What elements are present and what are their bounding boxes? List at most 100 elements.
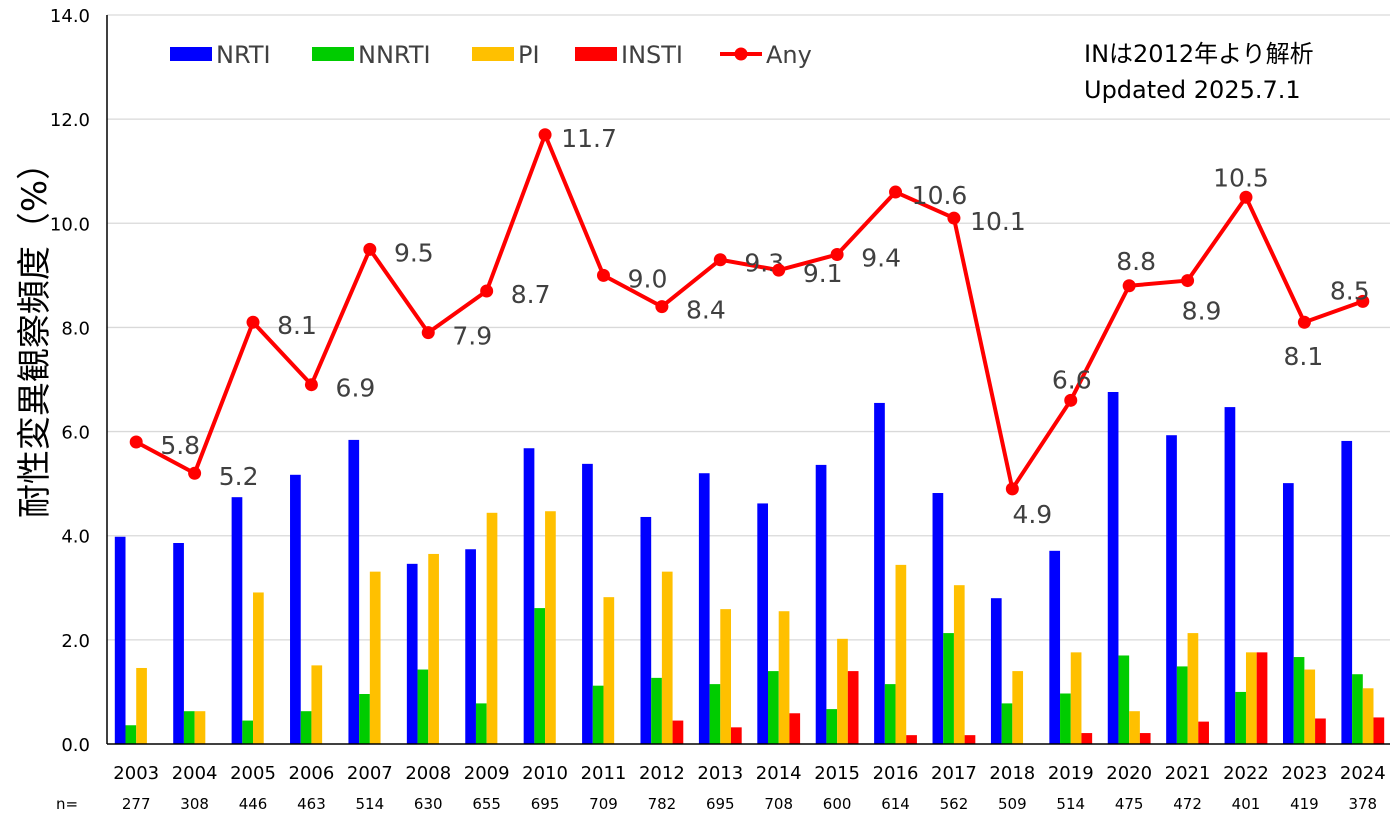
x-tick-label: 2017 (931, 763, 977, 784)
x-tick-label: 2014 (756, 763, 802, 784)
any-data-label: 9.0 (628, 264, 668, 293)
bar-pi (1304, 669, 1316, 744)
n-value: 463 (297, 795, 326, 813)
x-tick-label: 2011 (581, 763, 627, 784)
bar-nnrti (125, 725, 137, 744)
n-value: 308 (180, 795, 209, 813)
any-data-label: 8.5 (1330, 276, 1370, 305)
any-point (1297, 315, 1311, 329)
bar-nnrti (1001, 703, 1013, 744)
x-tick-label: 2022 (1223, 763, 1269, 784)
n-value: 562 (940, 795, 969, 813)
bar-nnrti (183, 711, 195, 744)
legend-label-pi: PI (518, 41, 540, 69)
bar-pi (1187, 633, 1199, 744)
bar-nrti (465, 549, 476, 744)
x-tick-label: 2004 (172, 763, 218, 784)
bar-nrti (698, 473, 710, 744)
bar-pi (837, 638, 848, 744)
bar-insti (906, 735, 917, 744)
legend-swatch-nnrti (312, 47, 354, 61)
bar-nrti (932, 493, 944, 744)
x-tick-label: 2012 (639, 763, 685, 784)
bar-pi (1129, 711, 1140, 744)
bar-pi (953, 585, 965, 744)
bar-pi (1012, 671, 1024, 744)
n-value: 695 (706, 795, 735, 813)
y-tick-label: 6.0 (61, 423, 90, 444)
n-value: 401 (1232, 795, 1261, 813)
bar-insti (1315, 718, 1326, 744)
any-point (1356, 294, 1370, 308)
legend-swatch-marker (734, 47, 748, 61)
x-tick-label: 2015 (814, 763, 860, 784)
x-tick-label: 2007 (347, 763, 393, 784)
any-point (889, 185, 903, 199)
bar-nrti (114, 536, 126, 744)
legend-label-insti: INSTI (621, 41, 683, 69)
any-point (363, 242, 377, 256)
any-point (1181, 274, 1195, 288)
n-value: 782 (648, 795, 677, 813)
bar-insti (672, 720, 684, 744)
bar-pi (486, 512, 498, 744)
bar-insti (1198, 721, 1209, 744)
bar-nnrti (1118, 655, 1130, 744)
n-value: 419 (1290, 795, 1319, 813)
bar-nnrti (1352, 674, 1363, 744)
bar-nrti (815, 464, 827, 744)
bar-pi (311, 665, 323, 744)
bar-pi (603, 597, 615, 744)
x-tick-label: 2019 (1048, 763, 1094, 784)
any-data-label: 10.5 (1213, 163, 1269, 192)
bar-nrti (348, 439, 360, 744)
y-axis-label: 耐性変異観察頻度（%） (15, 146, 55, 518)
bar-pi (895, 564, 907, 744)
any-point (1122, 279, 1136, 293)
n-value: 600 (823, 795, 852, 813)
any-data-label: 8.8 (1116, 247, 1156, 276)
legend-label-any: Any (766, 41, 812, 69)
bar-nnrti (768, 671, 779, 744)
any-data-label: 5.8 (160, 431, 200, 460)
x-tick-label: 2020 (1106, 763, 1152, 784)
bar-pi (136, 667, 147, 744)
legend-label-nnrti: NNRTI (358, 41, 431, 69)
bar-nnrti (651, 677, 662, 744)
x-tick-label: 2003 (113, 763, 159, 784)
bar-nnrti (300, 711, 312, 744)
n-value: 472 (1173, 795, 1202, 813)
x-tick-label: 2023 (1281, 763, 1327, 784)
tick-labels: 0.0 2.0 4.0 6.0 8.0 10.0 12.0 14.0 2003 277 2004 30… (50, 6, 1386, 813)
any-data-label: 6.6 (1052, 365, 1092, 394)
any-point (480, 284, 494, 298)
n-value: 277 (122, 795, 151, 813)
bar-pi (369, 571, 381, 744)
any-data-label: 10.6 (912, 181, 968, 210)
any-data-label: 9.1 (803, 259, 843, 288)
n-value: 514 (1056, 795, 1085, 813)
bar-nrti (874, 402, 885, 744)
any-data-label: 6.9 (336, 374, 376, 403)
x-tick-label: 2006 (289, 763, 335, 784)
any-point (538, 128, 552, 142)
y-tick-label: 4.0 (61, 527, 90, 548)
legend-swatch-pi (472, 47, 514, 61)
bar-pi (1362, 688, 1374, 744)
bar-nrti (1282, 483, 1294, 744)
any-data-label: 7.9 (452, 322, 492, 351)
any-point (1064, 393, 1078, 407)
bar-pi (253, 592, 264, 744)
any-point (772, 263, 786, 277)
any-data-label: 8.1 (1284, 342, 1324, 371)
bar-nrti (231, 497, 243, 744)
bar-insti (964, 735, 976, 744)
legend-swatch-nrti (170, 47, 212, 61)
bar-nrti (290, 474, 301, 744)
any-point (713, 253, 727, 267)
any-data-label: 8.9 (1182, 297, 1222, 326)
bar-nrti (1341, 440, 1353, 744)
any-point (421, 326, 435, 340)
y-tick-label: 8.0 (61, 318, 90, 339)
